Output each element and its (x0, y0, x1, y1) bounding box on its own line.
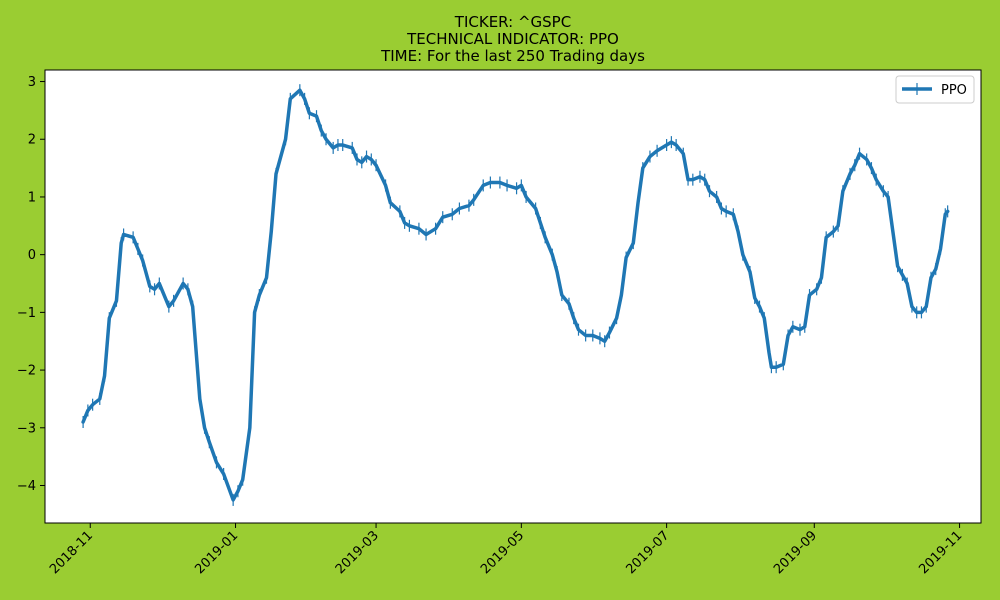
x-tick-label: 2019-09 (771, 528, 820, 577)
series-layer (81, 84, 950, 506)
legend-box (895, 75, 975, 104)
y-tick-label: −2 (17, 364, 36, 379)
x-tick-label: 2019-05 (478, 528, 527, 577)
chart-title-line-3: TIME: For the last 250 Trading days (380, 47, 645, 65)
y-tick-label: −1 (17, 306, 36, 321)
x-tick-label: 2019-03 (333, 528, 382, 577)
x-tick-label: 2019-01 (192, 528, 241, 577)
y-tick-label: 1 (28, 190, 36, 205)
x-tick-label: 2018-11 (47, 528, 96, 577)
x-tick-label: 2019-07 (623, 528, 672, 577)
legend: PPO (895, 75, 975, 104)
plot-area (44, 69, 982, 524)
chart-title-line-1: TICKER: ^GSPC (454, 13, 571, 31)
chart-title-line-2: TECHNICAL INDICATOR: PPO (406, 30, 619, 48)
y-axis: −4 −3 −2 −1 0 1 2 3 (17, 75, 45, 494)
legend-label-ppo: PPO (941, 83, 967, 98)
x-tick-label: 2019-11 (916, 528, 965, 577)
y-tick-label: −4 (17, 479, 36, 494)
y-tick-label: 0 (28, 248, 36, 263)
y-tick-label: 2 (28, 133, 36, 148)
series-line-ppo (81, 88, 950, 502)
x-axis: 2018-11 2019-01 2019-03 2019-05 2019-07 2019-… (47, 523, 965, 577)
y-tick-label: 3 (28, 75, 36, 90)
y-tick-label: −3 (17, 421, 36, 436)
